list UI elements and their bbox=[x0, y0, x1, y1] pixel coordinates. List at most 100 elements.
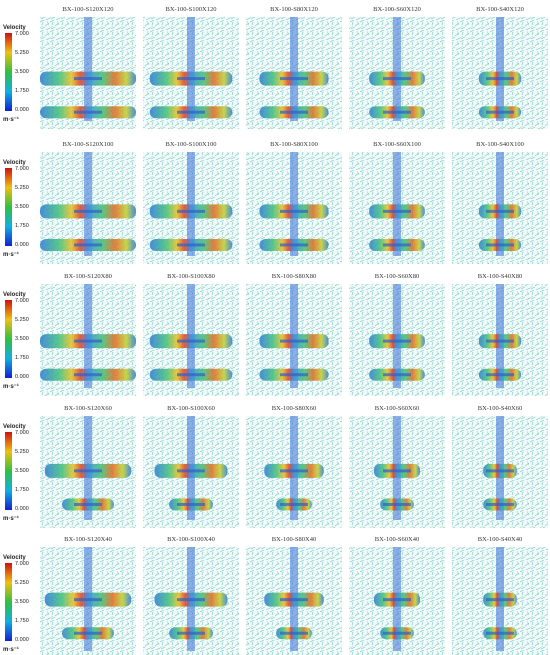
flow-panel bbox=[452, 547, 548, 655]
blade bbox=[74, 77, 102, 81]
panel-title: BX-100-S60X100 bbox=[373, 141, 421, 148]
flow-panel bbox=[143, 547, 239, 655]
blade bbox=[177, 598, 205, 602]
flow-panel bbox=[143, 152, 239, 264]
colorbar bbox=[5, 563, 12, 641]
blade bbox=[177, 631, 205, 635]
blade bbox=[383, 243, 411, 247]
blade bbox=[280, 631, 308, 635]
blade bbox=[74, 631, 102, 635]
colorbar-title: Velocity bbox=[3, 160, 26, 166]
colorbar-unit: m·s⁻¹ bbox=[3, 646, 19, 653]
flow-panel bbox=[143, 284, 239, 396]
flow-panel bbox=[246, 547, 342, 655]
panel-title: BX-100-S60X80 bbox=[375, 273, 419, 280]
panel-title: BX-100-S40X40 bbox=[478, 536, 522, 543]
shaft bbox=[187, 17, 195, 121]
colorbar bbox=[5, 432, 12, 510]
colorbar-unit: m·s⁻¹ bbox=[3, 515, 19, 522]
colorbar-tick: 7.000 bbox=[15, 298, 29, 304]
colorbar-title: Velocity bbox=[3, 424, 26, 430]
colorbar-tick: 0.000 bbox=[15, 506, 29, 512]
blade bbox=[383, 469, 411, 473]
panel-title: BX-100-S60X60 bbox=[375, 405, 419, 412]
blade bbox=[177, 243, 205, 247]
colorbar-tick: 7.000 bbox=[15, 561, 29, 567]
panel-title: BX-100-S60X120 bbox=[373, 6, 421, 13]
panel-title: BX-100-S40X120 bbox=[476, 6, 524, 13]
blade bbox=[280, 243, 308, 247]
colorbar-tick: 3.500 bbox=[15, 599, 29, 605]
blade bbox=[486, 339, 514, 343]
flow-panel bbox=[246, 416, 342, 528]
panel-title: BX-100-S120X80 bbox=[64, 273, 112, 280]
colorbar-unit: m·s⁻¹ bbox=[3, 383, 19, 390]
blade bbox=[486, 631, 514, 635]
blade bbox=[383, 502, 411, 506]
blade bbox=[383, 373, 411, 377]
flow-panel bbox=[40, 152, 136, 264]
panel-title: BX-100-S40X60 bbox=[478, 405, 522, 412]
flow-panel bbox=[349, 17, 445, 129]
flow-panel bbox=[40, 547, 136, 655]
flow-panel bbox=[349, 416, 445, 528]
colorbar-title: Velocity bbox=[3, 555, 26, 561]
colorbar-tick: 1.750 bbox=[15, 355, 29, 361]
blade bbox=[177, 110, 205, 114]
panel-title: BX-100-S80X120 bbox=[270, 6, 318, 13]
blade bbox=[486, 243, 514, 247]
shaft bbox=[393, 152, 401, 256]
panel-title: BX-100-S100X120 bbox=[166, 6, 217, 13]
flow-panel bbox=[40, 17, 136, 129]
blade bbox=[177, 77, 205, 81]
flow-panel bbox=[349, 284, 445, 396]
shaft bbox=[187, 152, 195, 256]
colorbar-tick: 3.500 bbox=[15, 468, 29, 474]
blade bbox=[486, 502, 514, 506]
flow-panel bbox=[246, 152, 342, 264]
blade bbox=[74, 469, 102, 473]
blade bbox=[486, 373, 514, 377]
panel-title: BX-100-S120X40 bbox=[64, 536, 112, 543]
colorbar-tick: 0.000 bbox=[15, 107, 29, 113]
blade bbox=[383, 77, 411, 81]
panel-title: BX-100-S40X100 bbox=[476, 141, 524, 148]
flow-panel bbox=[452, 284, 548, 396]
blade bbox=[280, 373, 308, 377]
blade bbox=[74, 373, 102, 377]
colorbar-tick: 1.750 bbox=[15, 223, 29, 229]
colorbar bbox=[5, 168, 12, 246]
colorbar-unit: m·s⁻¹ bbox=[3, 251, 19, 258]
flow-panel bbox=[452, 17, 548, 129]
shaft bbox=[496, 17, 504, 121]
colorbar-title: Velocity bbox=[3, 25, 26, 31]
shaft bbox=[290, 152, 298, 256]
blade bbox=[74, 502, 102, 506]
blade bbox=[383, 598, 411, 602]
blade bbox=[74, 598, 102, 602]
flow-panel bbox=[349, 152, 445, 264]
colorbar bbox=[5, 33, 12, 111]
blade bbox=[74, 110, 102, 114]
panel-title: BX-100-S40X80 bbox=[478, 273, 522, 280]
blade bbox=[486, 469, 514, 473]
flow-panel bbox=[246, 17, 342, 129]
colorbar-title: Velocity bbox=[3, 292, 26, 298]
flow-panel bbox=[40, 416, 136, 528]
colorbar-tick: 5.250 bbox=[15, 50, 29, 56]
colorbar-tick: 3.500 bbox=[15, 204, 29, 210]
blade bbox=[280, 502, 308, 506]
colorbar-tick: 3.500 bbox=[15, 69, 29, 75]
colorbar-tick: 5.250 bbox=[15, 317, 29, 323]
shaft bbox=[290, 17, 298, 121]
colorbar-tick: 0.000 bbox=[15, 637, 29, 643]
colorbar-tick: 3.500 bbox=[15, 336, 29, 342]
blade bbox=[383, 209, 411, 213]
flow-panel bbox=[452, 152, 548, 264]
blade bbox=[383, 110, 411, 114]
flow-panel bbox=[40, 284, 136, 396]
panel-title: BX-100-S100X100 bbox=[166, 141, 217, 148]
blade bbox=[74, 339, 102, 343]
colorbar-tick: 1.750 bbox=[15, 618, 29, 624]
panel-title: BX-100-S80X80 bbox=[272, 273, 316, 280]
